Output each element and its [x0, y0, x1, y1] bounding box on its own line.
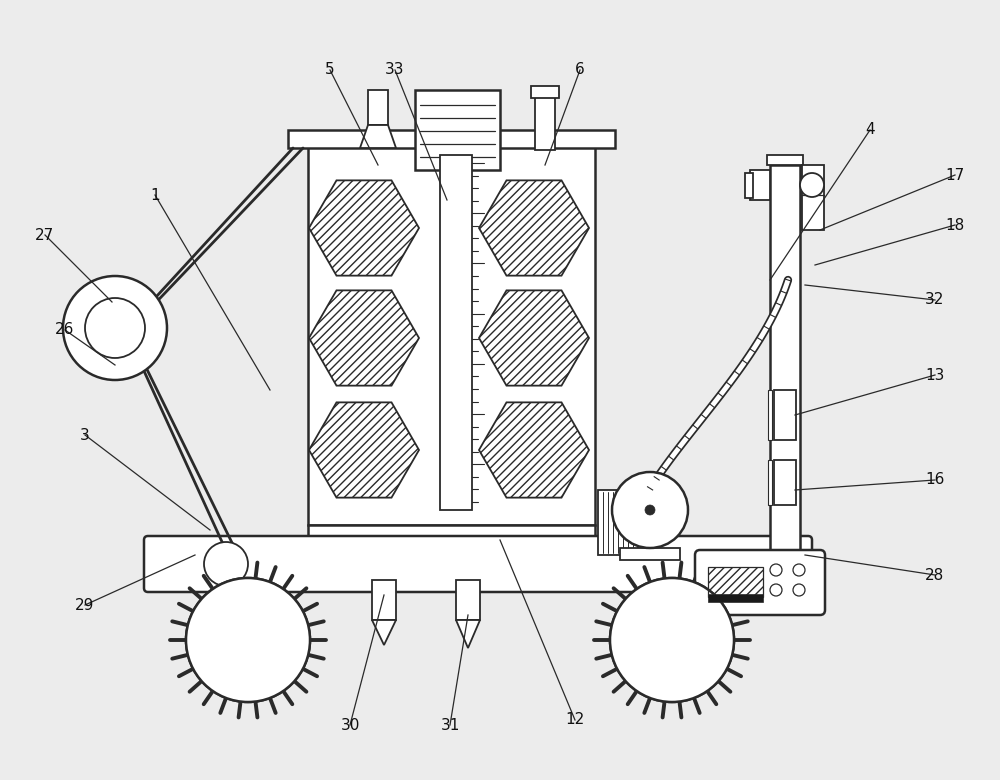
Circle shape — [226, 618, 270, 662]
Text: 12: 12 — [565, 712, 585, 728]
Bar — [372, 580, 396, 620]
Text: 26: 26 — [55, 322, 75, 338]
Text: 4: 4 — [865, 122, 875, 137]
Bar — [368, 90, 388, 125]
Text: 6: 6 — [575, 62, 585, 77]
Polygon shape — [479, 180, 589, 275]
Text: 3: 3 — [80, 427, 90, 442]
Bar — [767, 155, 803, 165]
FancyBboxPatch shape — [695, 550, 825, 615]
Text: 13: 13 — [925, 367, 945, 382]
Bar — [768, 460, 772, 505]
Circle shape — [650, 618, 694, 662]
Circle shape — [770, 564, 782, 576]
Circle shape — [800, 173, 824, 197]
Circle shape — [612, 472, 688, 548]
Circle shape — [645, 505, 655, 515]
Bar — [308, 525, 595, 540]
Circle shape — [610, 578, 734, 702]
Circle shape — [770, 584, 782, 596]
Bar — [415, 90, 500, 170]
Polygon shape — [309, 402, 419, 498]
Text: 16: 16 — [925, 473, 945, 488]
Text: 31: 31 — [440, 718, 460, 732]
Bar — [620, 548, 680, 560]
Text: 32: 32 — [925, 292, 945, 307]
Bar — [802, 165, 824, 230]
Text: 29: 29 — [75, 597, 95, 612]
Circle shape — [204, 542, 248, 586]
Bar — [774, 390, 796, 440]
Bar — [531, 86, 559, 98]
Bar — [535, 90, 555, 150]
Circle shape — [793, 584, 805, 596]
Circle shape — [793, 564, 805, 576]
Polygon shape — [479, 402, 589, 498]
Circle shape — [63, 276, 167, 380]
Text: 27: 27 — [35, 228, 55, 243]
Polygon shape — [456, 620, 480, 648]
Bar — [770, 165, 800, 565]
Text: 18: 18 — [945, 218, 965, 232]
FancyBboxPatch shape — [144, 536, 812, 592]
Text: 28: 28 — [925, 568, 945, 583]
Polygon shape — [309, 180, 419, 275]
Bar — [745, 173, 753, 198]
Bar — [456, 580, 480, 620]
Text: 17: 17 — [945, 168, 965, 183]
Circle shape — [85, 298, 145, 358]
Circle shape — [610, 578, 734, 702]
Polygon shape — [360, 125, 396, 148]
Bar — [774, 460, 796, 505]
Polygon shape — [372, 620, 396, 645]
Text: 1: 1 — [150, 187, 160, 203]
Bar — [440, 155, 472, 510]
Polygon shape — [479, 290, 589, 385]
Text: 30: 30 — [340, 718, 360, 732]
Bar — [768, 390, 772, 440]
Circle shape — [186, 578, 310, 702]
Bar — [708, 594, 763, 602]
Polygon shape — [309, 290, 419, 385]
Bar — [598, 490, 638, 555]
Bar — [708, 567, 763, 597]
Bar — [750, 170, 770, 200]
Bar — [288, 130, 615, 148]
Bar — [308, 140, 595, 525]
Text: 33: 33 — [385, 62, 405, 77]
Circle shape — [186, 578, 310, 702]
Text: 5: 5 — [325, 62, 335, 77]
